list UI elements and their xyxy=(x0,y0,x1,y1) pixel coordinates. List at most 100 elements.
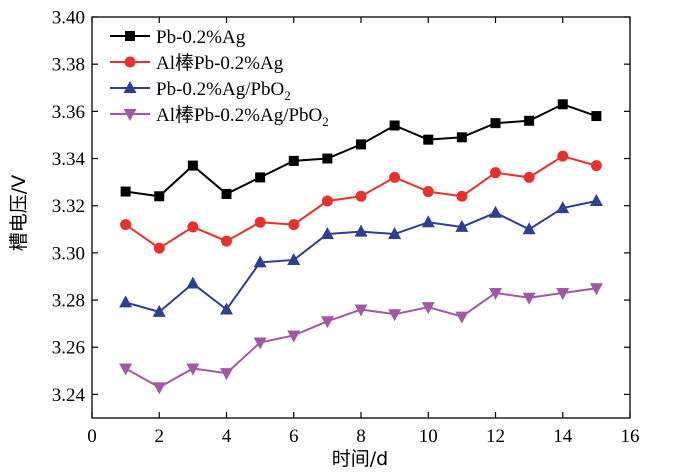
legend-item-4: Al棒Pb-0.2%Ag/PbO2 xyxy=(110,104,329,129)
data-point xyxy=(187,160,198,171)
y-axis-title: 槽电压/V xyxy=(8,175,30,251)
data-point xyxy=(455,311,469,324)
legend-item-1: Pb-0.2%Ag xyxy=(110,27,246,48)
data-point xyxy=(355,190,367,202)
data-point xyxy=(557,99,568,110)
data-point xyxy=(287,330,301,343)
data-point xyxy=(456,190,468,202)
series-line xyxy=(125,287,597,389)
data-point xyxy=(221,188,232,199)
y-tick-label: 3.34 xyxy=(52,149,86,170)
series-4 xyxy=(119,283,603,395)
y-tick-label: 3.32 xyxy=(52,196,85,217)
data-point xyxy=(320,227,334,240)
legend-label-text: Al棒Pb-0.2%Ag/PbO xyxy=(156,104,322,126)
legend-marker xyxy=(123,109,137,121)
data-point xyxy=(354,304,368,317)
data-point xyxy=(187,221,199,233)
legend-marker xyxy=(123,81,137,93)
data-point xyxy=(152,382,166,395)
data-point xyxy=(152,304,166,317)
data-point xyxy=(389,120,400,131)
data-point xyxy=(288,219,300,231)
data-point xyxy=(421,302,435,315)
data-point xyxy=(356,139,366,150)
data-point xyxy=(119,295,133,308)
data-point xyxy=(221,235,232,247)
data-point xyxy=(456,132,467,143)
data-point xyxy=(522,292,536,305)
data-point xyxy=(255,172,266,183)
y-tick-label: 3.28 xyxy=(52,291,85,312)
data-point xyxy=(589,283,603,296)
legend-label: Al棒Pb-0.2%Ag/PbO2 xyxy=(156,104,329,129)
data-point xyxy=(490,118,501,129)
data-point xyxy=(591,111,602,122)
series-2 xyxy=(120,150,602,254)
data-point xyxy=(186,276,200,289)
x-tick-label: 14 xyxy=(553,426,573,447)
legend-label-text: Al棒Pb-0.2%Ag xyxy=(156,52,284,74)
x-tick-label: 0 xyxy=(87,426,97,447)
x-tick-label: 8 xyxy=(356,426,366,447)
data-point xyxy=(557,150,569,162)
data-point xyxy=(220,368,233,381)
data-point xyxy=(524,115,535,126)
data-point xyxy=(186,363,200,376)
data-point xyxy=(490,167,501,179)
data-point xyxy=(388,309,402,322)
y-tick-label: 3.36 xyxy=(52,102,85,123)
data-point xyxy=(119,363,133,376)
data-point xyxy=(220,302,233,315)
legend-label-text: Pb-0.2%Ag/PbO xyxy=(156,79,284,100)
series-group xyxy=(119,99,603,395)
y-tick-label: 3.30 xyxy=(52,243,85,264)
legend-item-2: Al棒Pb-0.2%Ag xyxy=(110,52,284,74)
y-tick-label: 3.38 xyxy=(52,55,85,76)
data-point xyxy=(154,191,165,202)
data-point xyxy=(522,222,536,235)
legend-label: Pb-0.2%Ag/PbO2 xyxy=(156,79,291,103)
x-tick-label: 12 xyxy=(486,426,505,447)
series-3 xyxy=(119,193,603,317)
data-point xyxy=(287,252,301,265)
data-point xyxy=(556,201,570,214)
data-point xyxy=(421,215,435,228)
legend: Pb-0.2%AgAl棒Pb-0.2%AgPb-0.2%Ag/PbO2Al棒Pb… xyxy=(110,27,329,129)
data-point xyxy=(354,224,368,237)
y-tick-label: 3.40 xyxy=(52,8,85,29)
data-point xyxy=(253,255,267,268)
data-point xyxy=(322,153,333,164)
series-1 xyxy=(120,99,602,202)
data-point xyxy=(455,219,469,232)
data-point xyxy=(153,242,165,254)
x-tick-label: 10 xyxy=(419,426,438,447)
data-point xyxy=(389,171,401,183)
data-point xyxy=(422,186,434,198)
axes: 0 2 4 6 8 10 12 14 16 3.24 3.26 3.28 3.30 3.32 3.34 3.3… xyxy=(52,8,640,448)
x-tick-label: 6 xyxy=(289,426,299,447)
data-point xyxy=(320,316,334,329)
x-axis-title: 时间/d xyxy=(332,448,388,470)
data-point xyxy=(253,337,267,350)
legend-marker xyxy=(125,31,135,41)
legend-item-3: Pb-0.2%Ag/PbO2 xyxy=(110,79,291,103)
x-tick-label: 2 xyxy=(155,426,165,447)
data-point xyxy=(423,134,434,145)
data-point xyxy=(120,219,132,231)
data-point xyxy=(489,287,502,300)
x-tick-label: 4 xyxy=(222,426,232,447)
data-point xyxy=(523,171,535,183)
legend-marker xyxy=(124,56,136,68)
data-point xyxy=(254,216,266,228)
data-point xyxy=(556,287,570,300)
data-point xyxy=(590,160,602,172)
y-tick-label: 3.24 xyxy=(52,385,86,406)
data-point xyxy=(388,227,402,240)
data-point xyxy=(120,186,131,197)
data-point xyxy=(321,195,333,207)
legend-label-subscript: 2 xyxy=(322,114,329,129)
y-tick-label: 3.26 xyxy=(52,338,85,359)
data-point xyxy=(489,205,502,218)
